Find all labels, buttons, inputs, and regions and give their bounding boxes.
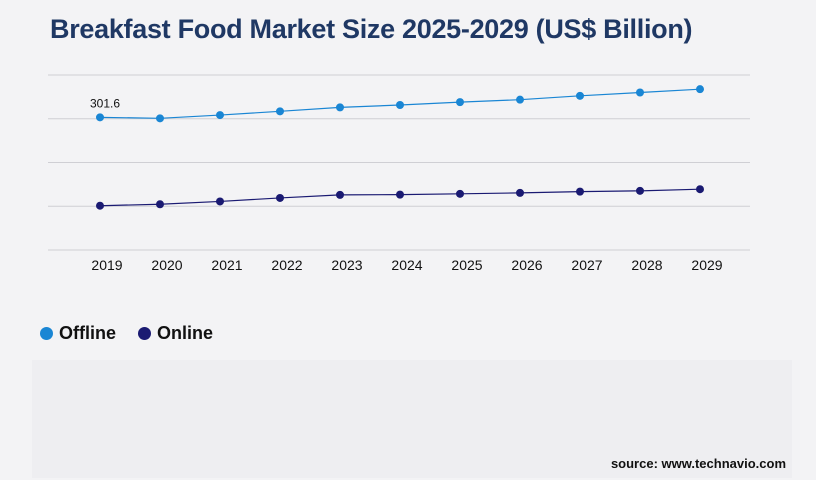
point-online-2024 xyxy=(396,190,404,199)
x-tick-2026: 2026 xyxy=(511,257,542,273)
point-offline-2022 xyxy=(276,107,284,116)
point-offline-2021 xyxy=(216,111,224,120)
legend-label-online: Online xyxy=(157,323,214,343)
series-points xyxy=(96,85,704,210)
legend-item-offline[interactable]: Offline xyxy=(40,323,116,344)
point-offline-2026 xyxy=(516,95,524,104)
point-offline-2025 xyxy=(456,98,464,107)
x-tick-2024: 2024 xyxy=(391,257,422,273)
x-tick-2021: 2021 xyxy=(211,257,242,273)
line-chart: 301.6 2019 2020 2021 2022 2023 2024 2025 2026 20… xyxy=(48,74,750,273)
x-tick-2020: 2020 xyxy=(151,257,182,273)
lower-panel xyxy=(32,360,792,478)
data-label-offline-2019: 301.6 xyxy=(90,96,120,110)
x-tick-2023: 2023 xyxy=(331,257,362,273)
legend-label-offline: Offline xyxy=(59,323,116,343)
point-online-2019 xyxy=(96,201,104,210)
point-offline-2024 xyxy=(396,101,404,110)
point-online-2027 xyxy=(576,187,584,196)
x-tick-2027: 2027 xyxy=(571,257,602,273)
point-online-2020 xyxy=(156,200,164,209)
point-online-2023 xyxy=(336,190,344,199)
x-tick-2029: 2029 xyxy=(691,257,722,273)
legend: Offline Online xyxy=(40,323,213,344)
x-axis-ticks: 2019 2020 2021 2022 2023 2024 2025 2026 2027 2028… xyxy=(91,257,722,273)
point-offline-2028 xyxy=(636,88,644,97)
point-online-2022 xyxy=(276,193,284,202)
point-offline-2027 xyxy=(576,91,584,100)
legend-swatch-online xyxy=(138,327,151,340)
legend-swatch-offline xyxy=(40,327,53,340)
x-tick-2019: 2019 xyxy=(91,257,122,273)
chart-title: Breakfast Food Market Size 2025-2029 (US… xyxy=(50,14,693,44)
point-offline-2020 xyxy=(156,114,164,123)
point-online-2021 xyxy=(216,197,224,206)
point-online-2028 xyxy=(636,186,644,195)
x-tick-2025: 2025 xyxy=(451,257,482,273)
data-labels: 301.6 xyxy=(90,96,120,110)
point-online-2025 xyxy=(456,189,464,198)
point-offline-2023 xyxy=(336,103,344,112)
x-tick-2022: 2022 xyxy=(271,257,302,273)
grid-lines xyxy=(48,74,750,251)
x-tick-2028: 2028 xyxy=(631,257,662,273)
point-offline-2029 xyxy=(696,85,704,94)
legend-item-online[interactable]: Online xyxy=(138,323,213,344)
point-online-2026 xyxy=(516,188,524,197)
source-credit: source: www.technavio.com xyxy=(610,456,786,471)
point-offline-2019 xyxy=(96,113,104,122)
point-online-2029 xyxy=(696,185,704,194)
